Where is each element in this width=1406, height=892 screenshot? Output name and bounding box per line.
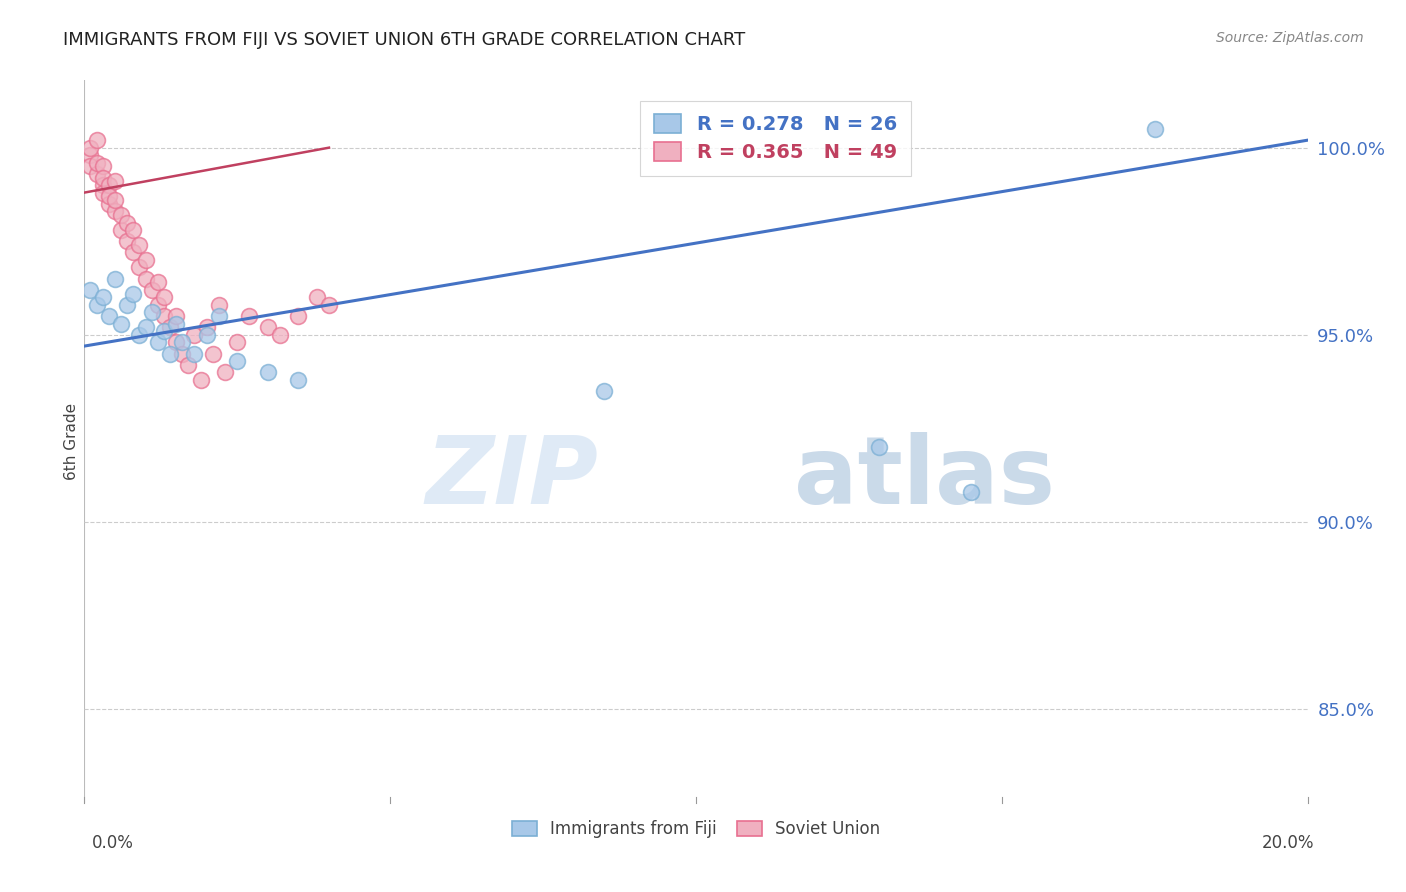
Point: [79, 148, 101, 162]
Point: [86, 133, 108, 147]
Point: [165, 317, 187, 331]
Point: [183, 346, 205, 360]
Point: [141, 283, 163, 297]
Y-axis label: 6th Grade: 6th Grade: [63, 403, 79, 480]
Point: [208, 298, 231, 312]
Point: [110, 317, 132, 331]
Point: [165, 335, 187, 350]
Text: 0.0%: 0.0%: [91, 834, 134, 852]
Point: [201, 346, 224, 360]
Point: [177, 358, 200, 372]
Point: [1143, 122, 1166, 136]
Point: [86, 155, 108, 169]
Point: [226, 354, 249, 368]
Point: [318, 298, 340, 312]
Point: [104, 174, 127, 188]
Text: 20.0%: 20.0%: [1263, 834, 1315, 852]
Point: [159, 346, 181, 360]
Point: [128, 238, 150, 252]
Point: [257, 320, 280, 334]
Point: [153, 324, 176, 338]
Point: [122, 286, 145, 301]
Point: [115, 234, 138, 248]
Point: [172, 346, 194, 360]
Point: [869, 440, 891, 454]
Point: [97, 196, 120, 211]
Point: [91, 290, 114, 304]
Point: [97, 178, 120, 193]
Point: [115, 215, 138, 229]
Point: [135, 271, 157, 285]
Point: [122, 245, 145, 260]
Point: [226, 335, 249, 350]
Point: [183, 327, 205, 342]
Point: [165, 309, 187, 323]
Point: [86, 167, 108, 181]
Point: [214, 365, 236, 379]
Point: [91, 178, 114, 193]
Point: [141, 305, 163, 319]
Point: [195, 320, 218, 334]
Point: [257, 365, 280, 379]
Text: Source: ZipAtlas.com: Source: ZipAtlas.com: [1216, 31, 1364, 45]
Point: [110, 208, 132, 222]
Point: [593, 384, 616, 398]
Point: [110, 223, 132, 237]
Text: atlas: atlas: [794, 432, 1054, 524]
Point: [104, 271, 127, 285]
Legend: Immigrants from Fiji, Soviet Union: Immigrants from Fiji, Soviet Union: [505, 814, 887, 845]
Point: [159, 320, 181, 334]
Point: [146, 335, 169, 350]
Point: [97, 189, 120, 203]
Point: [122, 223, 145, 237]
Point: [86, 298, 108, 312]
Point: [79, 283, 101, 297]
Point: [146, 298, 169, 312]
Point: [115, 298, 138, 312]
Point: [128, 327, 150, 342]
Point: [91, 170, 114, 185]
Point: [190, 373, 212, 387]
Point: [91, 186, 114, 200]
Point: [135, 320, 157, 334]
Point: [172, 335, 194, 350]
Text: ZIP: ZIP: [425, 432, 598, 524]
Point: [305, 290, 328, 304]
Point: [135, 252, 157, 267]
Point: [104, 193, 127, 207]
Point: [104, 204, 127, 219]
Point: [146, 276, 169, 290]
Point: [91, 160, 114, 174]
Point: [79, 160, 101, 174]
Point: [79, 141, 101, 155]
Point: [128, 260, 150, 275]
Point: [287, 309, 309, 323]
Point: [153, 309, 176, 323]
Point: [97, 309, 120, 323]
Point: [287, 373, 309, 387]
Point: [269, 327, 291, 342]
Point: [238, 309, 260, 323]
Text: IMMIGRANTS FROM FIJI VS SOVIET UNION 6TH GRADE CORRELATION CHART: IMMIGRANTS FROM FIJI VS SOVIET UNION 6TH…: [63, 31, 745, 49]
Point: [153, 290, 176, 304]
Point: [960, 485, 983, 500]
Point: [208, 309, 231, 323]
Point: [195, 327, 218, 342]
